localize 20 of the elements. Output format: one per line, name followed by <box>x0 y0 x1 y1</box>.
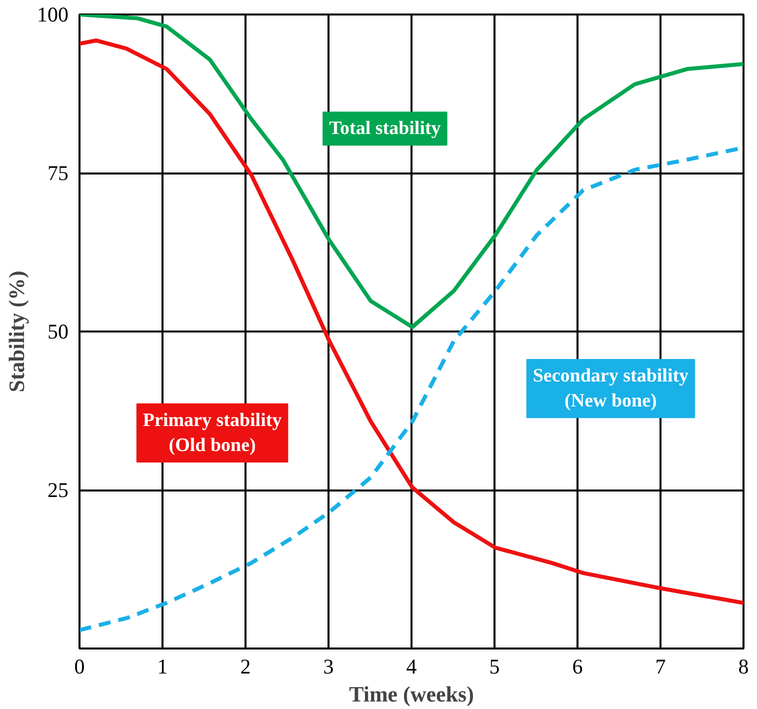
line-series <box>80 38 744 605</box>
x-tick-label: 2 <box>240 654 251 678</box>
y-tick-label: 25 <box>48 478 68 502</box>
x-tick-label: 3 <box>323 654 334 678</box>
x-tick-label: 6 <box>572 654 583 678</box>
y-tick-label: 100 <box>37 2 68 26</box>
text: Primary stability (Old bone) <box>142 410 282 456</box>
line-series <box>80 14 744 330</box>
y-tick-label: 50 <box>48 320 68 344</box>
x-tick-label: 4 <box>406 654 418 678</box>
x-tick-label: 5 <box>489 654 500 678</box>
x-tick-label: 0 <box>74 654 85 678</box>
text: Total stability <box>329 118 442 140</box>
y-axis-title: Stability (%) <box>4 270 29 392</box>
y-tick-label: 75 <box>48 161 68 185</box>
text: Secondary stability (New bone) <box>532 365 690 412</box>
x-axis-title: Time (weeks) <box>349 682 474 706</box>
x-tick-label: 7 <box>655 654 666 678</box>
x-tick-label: 8 <box>738 654 749 678</box>
x-tick-label: 1 <box>157 654 168 678</box>
